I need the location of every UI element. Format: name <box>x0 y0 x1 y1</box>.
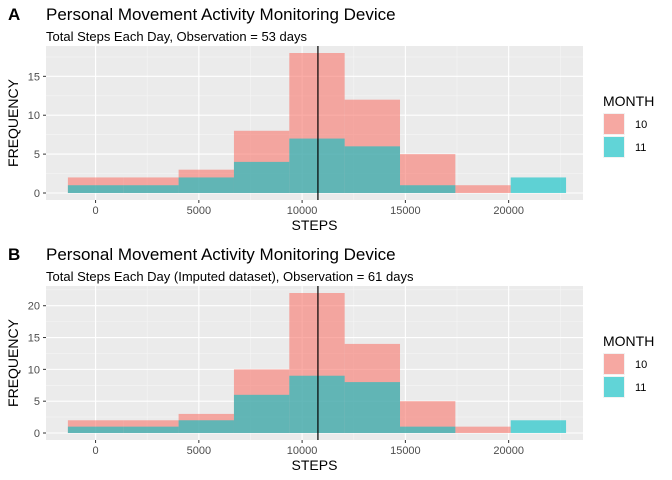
panel-b-group: B Personal Movement Activity Monitoring D… <box>5 245 654 473</box>
panel-a-y-axis-title: FREQUENCY <box>5 78 21 167</box>
panel-b-bar-month-11 <box>510 420 567 433</box>
panel-a-legend-label-month-10: 10 <box>635 119 647 131</box>
panel-b-bar-month-10 <box>455 426 511 433</box>
panel-b-x-axis-title: STEPS <box>292 457 338 473</box>
panel-b-subtitle: Total Steps Each Day (Imputed dataset), … <box>46 269 414 284</box>
panel-a-group: A Personal Movement Activity Monitoring D… <box>5 5 654 233</box>
panel-b-legend-swatch-month-11 <box>604 377 624 397</box>
panel-b-bar-month-11 <box>400 426 456 433</box>
panel-b-y-tick-label: 20 <box>28 301 40 313</box>
panel-a-subtitle: Total Steps Each Day, Observation = 53 d… <box>46 29 307 44</box>
panel-b-x-tick-label: 20000 <box>493 445 524 457</box>
panel-a-x-tick-label: 20000 <box>493 205 524 217</box>
panel-b-x-tick-label: 15000 <box>390 445 421 457</box>
panel-a-legend-title: MONTH <box>603 93 654 109</box>
panel-b-bar-month-11 <box>178 420 234 433</box>
panel-b-legend-label-month-10: 10 <box>635 359 647 371</box>
panel-a-x-tick-label: 15000 <box>390 205 421 217</box>
panel-a-legend-label-month-11: 11 <box>635 142 646 154</box>
panel-a-bar-month-11 <box>400 185 456 193</box>
panel-a-bar-month-11 <box>233 161 290 193</box>
panel-a-y-tick-label: 0 <box>34 188 40 200</box>
panel-b-x-tick-label: 0 <box>93 445 99 457</box>
panel-b-legend-title: MONTH <box>603 333 654 349</box>
panel-a-bar-month-11 <box>123 185 179 193</box>
panel-a-bar-month-11 <box>289 138 345 193</box>
panel-b-y-tick-label: 5 <box>34 396 40 408</box>
panel-b-y-tick-label: 10 <box>28 364 40 376</box>
panel-a-y-tick-label: 15 <box>28 71 40 83</box>
panel-a-bar-month-11 <box>67 185 124 193</box>
panel-a-tag: A <box>8 5 20 24</box>
panel-b-y-tick-label: 15 <box>28 333 40 345</box>
panel-b-title: Personal Movement Activity Monitoring De… <box>46 245 396 264</box>
panel-a-y-tick-label: 5 <box>34 149 40 161</box>
panel-b-legend-label-month-11: 11 <box>635 382 646 394</box>
panel-a-title: Personal Movement Activity Monitoring De… <box>46 5 396 24</box>
panel-b-bar-month-11 <box>123 426 179 433</box>
panel-a-x-tick-label: 5000 <box>187 205 211 217</box>
panel-a-bar-month-10 <box>455 185 511 193</box>
panel-a-y-tick-label: 10 <box>28 110 40 122</box>
panel-b-bar-month-11 <box>289 375 345 433</box>
panel-b-legend-swatch-month-10 <box>604 354 624 374</box>
panel-a-bar-month-11 <box>344 146 401 193</box>
panel-b-y-axis-title: FREQUENCY <box>5 318 21 407</box>
panel-b-y-tick-label: 0 <box>34 428 40 440</box>
panel-b-bar-month-11 <box>233 394 290 433</box>
panel-b-x-tick-label: 5000 <box>187 445 211 457</box>
panel-a-legend-swatch-month-11 <box>604 137 624 157</box>
panel-a-legend-swatch-month-10 <box>604 114 624 134</box>
panel-a-bar-month-11 <box>510 177 567 193</box>
panel-b-bar-month-11 <box>67 426 124 433</box>
panel-a-x-axis-title: STEPS <box>292 217 338 233</box>
panel-a-x-tick-label: 10000 <box>287 205 318 217</box>
panel-b-x-tick-label: 10000 <box>287 445 318 457</box>
panel-a-bar-month-11 <box>178 177 234 193</box>
panel-b-bar-month-11 <box>344 382 401 433</box>
panel-b-tag: B <box>8 245 20 264</box>
panel-a-x-tick-label: 0 <box>93 205 99 217</box>
